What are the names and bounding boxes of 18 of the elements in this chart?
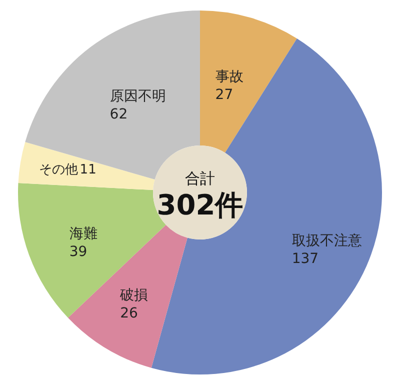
donut-slice [18,142,155,190]
slice-label: 海難 [69,226,98,242]
data-label: 26 [120,305,138,322]
data-label: 137 [292,251,319,268]
text: 302件 [156,188,244,222]
slice-label: その他 [38,162,78,178]
slice-label: 取扱不注意 [292,233,362,250]
data-label: 11 [80,162,96,178]
donut-slice [200,10,297,153]
donut-slice [151,38,382,374]
slice-label: 事故 [215,69,244,86]
data-label: 27 [215,87,234,104]
data-label: 62 [110,106,128,123]
text: 合計 [185,170,215,188]
data-label: 39 [69,244,88,260]
donut-slice [68,224,188,368]
slice-label: 破損 [119,287,148,304]
slice-label: 原因不明 [110,88,166,105]
